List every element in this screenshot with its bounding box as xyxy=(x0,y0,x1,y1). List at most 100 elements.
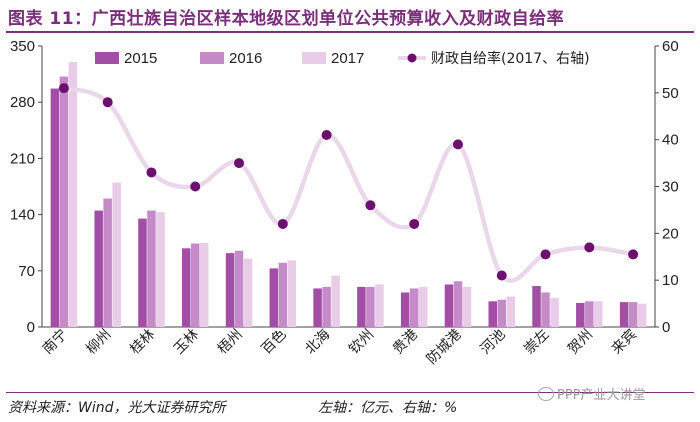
bar-2015-0 xyxy=(50,88,60,328)
legend-label: 财政自给率(2017、右轴) xyxy=(431,50,590,67)
axis-unit-note: 左轴：亿元、右轴：% xyxy=(318,400,458,416)
right-tick-label: 30 xyxy=(662,179,679,196)
bar-2015-11 xyxy=(532,286,541,327)
bar-2016-4 xyxy=(234,250,244,327)
category-label: 防城港 xyxy=(424,327,465,368)
legend-label: 2017 xyxy=(331,50,364,67)
footer-divider xyxy=(6,392,694,393)
category-label: 北海 xyxy=(302,327,333,358)
bar-2017-9 xyxy=(462,286,472,327)
bar-2017-10 xyxy=(506,296,515,327)
line-marker-2 xyxy=(146,167,157,178)
bar-2016-1 xyxy=(103,198,112,327)
bar-2015-1 xyxy=(94,210,103,327)
left-tick-label: 210 xyxy=(10,150,35,167)
left-tick-label: 350 xyxy=(10,38,35,55)
bar-2015-9 xyxy=(444,284,454,327)
line-marker-0 xyxy=(58,83,69,94)
bar-2015-10 xyxy=(488,301,497,327)
category-label: 来宾 xyxy=(609,327,640,358)
line-marker-11 xyxy=(540,249,551,260)
bar-2016-7 xyxy=(366,286,375,327)
left-tick-label: 0 xyxy=(27,319,35,336)
bar-2017-8 xyxy=(418,286,428,327)
line-marker-12 xyxy=(584,242,595,253)
bar-2017-5 xyxy=(287,260,297,327)
bar-2015-5 xyxy=(269,268,279,327)
line-marker-10 xyxy=(496,270,507,281)
category-label: 贺州 xyxy=(565,327,596,358)
bar-2017-13 xyxy=(637,303,647,327)
legend-label: 2016 xyxy=(229,50,262,67)
right-tick-label: 50 xyxy=(662,85,679,102)
title-divider xyxy=(6,31,694,33)
category-label: 河池 xyxy=(477,327,508,358)
right-tick-label: 0 xyxy=(662,319,670,336)
category-label: 梧州 xyxy=(215,327,246,358)
legend-label: 2015 xyxy=(124,50,157,67)
bar-2017-1 xyxy=(112,182,121,327)
category-label: 崇左 xyxy=(521,327,552,358)
line-marker-3 xyxy=(190,181,201,192)
bar-2017-3 xyxy=(200,242,209,327)
line-marker-5 xyxy=(277,218,288,229)
bar-2016-13 xyxy=(628,302,638,327)
category-label: 贵港 xyxy=(390,327,421,358)
bar-2017-11 xyxy=(550,298,559,327)
bar-2015-13 xyxy=(619,302,629,327)
bar-2016-2 xyxy=(147,210,156,327)
left-tick-label: 140 xyxy=(10,207,35,224)
line-marker-4 xyxy=(234,158,245,169)
bar-2017-12 xyxy=(594,301,603,327)
bar-2016-8 xyxy=(409,288,419,327)
bar-2015-8 xyxy=(400,292,410,327)
bar-2016-0 xyxy=(59,76,69,327)
bar-2016-9 xyxy=(453,281,463,327)
bar-2015-6 xyxy=(313,288,322,327)
category-label: 柳州 xyxy=(83,326,115,358)
bar-2017-0 xyxy=(68,62,78,328)
bar-2016-11 xyxy=(541,292,550,327)
category-label: 玉林 xyxy=(171,327,202,358)
chart-title: 图表 11：广西壮族自治区样本地级区划单位公共预算收入及财政自给率 xyxy=(8,9,565,29)
legend-swatch-2016 xyxy=(200,52,224,64)
bar-2015-3 xyxy=(182,248,191,327)
line-marker-7 xyxy=(365,200,376,211)
category-label: 南宁 xyxy=(39,326,71,358)
line-marker-13 xyxy=(628,249,639,260)
left-tick-label: 280 xyxy=(10,94,35,111)
bar-2016-3 xyxy=(191,243,200,327)
bar-2016-5 xyxy=(278,262,288,327)
category-label: 桂林 xyxy=(127,327,158,358)
bar-2017-7 xyxy=(375,284,384,327)
bar-2016-6 xyxy=(322,286,331,327)
line-marker-9 xyxy=(452,139,463,150)
line-marker-8 xyxy=(409,218,420,229)
bar-2017-6 xyxy=(331,275,340,327)
bar-2015-7 xyxy=(357,286,366,327)
right-tick-label: 20 xyxy=(662,225,679,242)
source-note: 资料来源：Wind，光大证券研究所 xyxy=(8,400,226,416)
left-tick-label: 70 xyxy=(18,263,35,280)
line-marker-6 xyxy=(321,129,332,140)
bar-2016-12 xyxy=(585,301,594,327)
right-tick-label: 40 xyxy=(662,132,679,149)
line-marker-1 xyxy=(102,97,113,108)
bar-2015-12 xyxy=(576,302,585,327)
category-label: 钦州 xyxy=(346,327,377,358)
self-sufficiency-line xyxy=(61,85,636,283)
watermark-text: PPP产业大讲堂 xyxy=(557,388,646,403)
legend-line-marker xyxy=(407,53,417,63)
wechat-icon xyxy=(538,386,554,401)
category-label: 百色 xyxy=(258,326,290,358)
legend-swatch-2017 xyxy=(302,52,326,64)
bar-2015-4 xyxy=(225,253,235,327)
bar-2017-2 xyxy=(156,212,165,327)
right-tick-label: 60 xyxy=(662,38,679,55)
right-tick-label: 10 xyxy=(662,272,679,289)
bar-2015-2 xyxy=(138,218,147,327)
chart-area: 0 70 140 210 280 350 0 10 20 30 40 50 60 南宁 柳州 桂林 玉林 梧州 百色… xyxy=(10,38,679,368)
legend-swatch-2015 xyxy=(95,52,119,64)
bar-2017-4 xyxy=(243,258,253,327)
bar-2016-10 xyxy=(497,299,506,327)
